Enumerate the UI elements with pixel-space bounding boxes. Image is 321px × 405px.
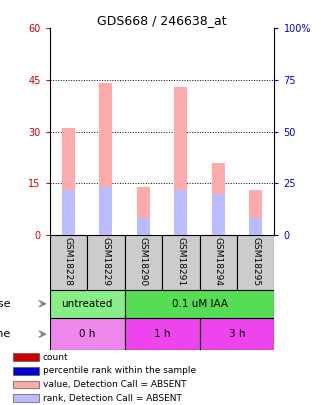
Bar (174, 87, 187, 235)
Bar (100, 83, 112, 235)
Bar (62, 128, 75, 235)
Text: 0.1 uM IAA: 0.1 uM IAA (171, 299, 228, 309)
Bar (212, 163, 225, 235)
Bar (13, 354, 39, 361)
Bar (200, 235, 237, 290)
Text: percentile rank within the sample: percentile rank within the sample (43, 367, 196, 375)
Bar (125, 318, 200, 350)
Text: 3 h: 3 h (229, 329, 245, 339)
Bar (237, 235, 274, 290)
Bar (125, 290, 274, 318)
Bar (13, 394, 39, 402)
Text: 1 h: 1 h (154, 329, 170, 339)
Bar (87, 235, 125, 290)
Bar (13, 381, 39, 388)
Title: GDS668 / 246638_at: GDS668 / 246638_at (97, 14, 227, 27)
Bar (174, 190, 187, 235)
Text: time: time (0, 329, 11, 339)
Text: rank, Detection Call = ABSENT: rank, Detection Call = ABSENT (43, 394, 182, 403)
Bar (137, 187, 150, 235)
Text: GSM18229: GSM18229 (101, 237, 110, 286)
Bar (249, 190, 262, 235)
Text: 0 h: 0 h (79, 329, 95, 339)
Bar (50, 290, 125, 318)
Bar (249, 218, 262, 235)
Bar (162, 235, 200, 290)
Bar (212, 194, 225, 235)
Text: GSM18294: GSM18294 (214, 237, 223, 286)
Text: untreated: untreated (62, 299, 113, 309)
Bar (13, 367, 39, 375)
Text: count: count (43, 353, 69, 362)
Text: GSM18291: GSM18291 (176, 237, 185, 286)
Text: dose: dose (0, 299, 11, 309)
Bar (100, 187, 112, 235)
Text: GSM18228: GSM18228 (64, 237, 73, 286)
Bar (137, 218, 150, 235)
Text: GSM18290: GSM18290 (139, 237, 148, 286)
Bar (200, 318, 274, 350)
Bar (50, 235, 87, 290)
Text: value, Detection Call = ABSENT: value, Detection Call = ABSENT (43, 380, 187, 389)
Bar (125, 235, 162, 290)
Bar (50, 318, 125, 350)
Bar (62, 190, 75, 235)
Text: GSM18295: GSM18295 (251, 237, 260, 286)
